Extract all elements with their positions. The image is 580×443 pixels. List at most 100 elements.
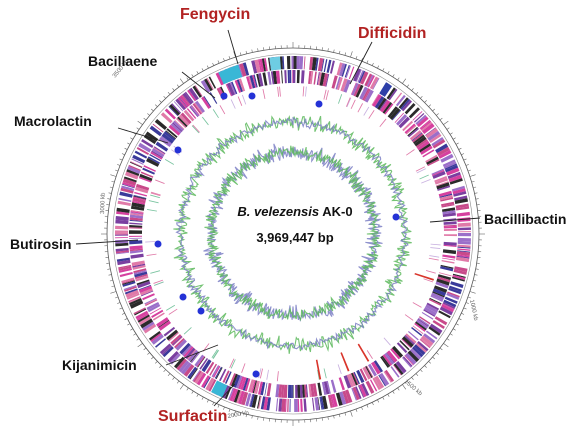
cds-feature (139, 288, 154, 296)
cds-feature (442, 257, 455, 261)
scale-tick (136, 338, 140, 341)
cds-feature (438, 149, 452, 159)
cds-feature (339, 391, 347, 405)
scale-tick (206, 399, 209, 403)
rna-feature (192, 124, 200, 133)
cds-feature (457, 246, 471, 249)
scale-tick (115, 296, 119, 299)
cds-feature (155, 141, 169, 152)
cds-feature (443, 224, 457, 227)
scale-tick (127, 142, 131, 145)
cds-feature (380, 356, 390, 368)
cds-feature (411, 132, 423, 142)
scale-tick (124, 318, 128, 321)
cds-feature (146, 301, 160, 311)
genome-title: B. velezensis AK-0 (215, 204, 375, 219)
cds-feature (378, 374, 386, 387)
cds-feature (122, 280, 135, 285)
cds-feature (249, 394, 255, 408)
cds-feature (420, 338, 432, 348)
cds-feature (323, 381, 330, 395)
cds-feature (129, 230, 143, 234)
rna-feature (164, 159, 175, 165)
cds-feature (456, 254, 470, 258)
cluster-band (379, 82, 393, 97)
cds-feature (129, 300, 144, 309)
cds-feature (122, 181, 136, 188)
rna-feature (259, 368, 263, 379)
scale-tick (428, 361, 431, 364)
cds-feature (443, 299, 457, 308)
scale-tick (159, 365, 162, 368)
cds-feature (409, 348, 421, 360)
cds-feature (115, 219, 129, 225)
cds-feature (423, 306, 437, 316)
cds-feature (149, 153, 162, 162)
rna-feature (266, 369, 269, 380)
scale-tick (179, 78, 184, 84)
scale-tick (392, 390, 395, 394)
scale-tick (137, 343, 143, 348)
cds-feature (172, 336, 183, 346)
scale-tick (110, 174, 117, 177)
cds-feature (245, 392, 252, 407)
rna-feature (150, 191, 161, 196)
cds-feature (431, 137, 444, 147)
cds-feature (204, 78, 213, 92)
cluster-markers (154, 92, 400, 378)
cds-feature (118, 268, 132, 273)
cds-feature (365, 366, 373, 379)
cds-feature (115, 247, 129, 252)
scale-tick (402, 384, 407, 390)
rna-feature (212, 350, 219, 359)
scale-tick (436, 113, 439, 116)
scale-tick (471, 180, 475, 183)
cds-feature (211, 365, 220, 378)
scale-tick (366, 60, 369, 64)
cds-feature (358, 384, 367, 398)
cds-feature (358, 70, 366, 84)
cds-feature (345, 389, 353, 403)
cds-feature (369, 379, 378, 392)
scale-tick (361, 58, 363, 62)
cds-feature (416, 116, 429, 128)
cds-feature (129, 222, 143, 225)
cds-feature (313, 71, 317, 85)
cds-feature (231, 373, 238, 387)
cds-feature (436, 146, 450, 157)
scale-tick-label: 2000 kb (227, 410, 250, 420)
cds-feature (440, 264, 454, 269)
scale-tick (201, 396, 204, 400)
cds-feature (151, 148, 165, 158)
scale-tick (465, 302, 469, 304)
scale-tick (415, 92, 419, 95)
scale-tick-label: 1500 kb (403, 379, 424, 398)
scale-tick (239, 412, 242, 416)
cds-feature (214, 366, 222, 379)
cluster-dot (154, 240, 162, 248)
cds-feature (427, 158, 440, 167)
scale-tick (117, 164, 121, 166)
cds-feature (138, 316, 152, 326)
scale-tick (432, 356, 435, 360)
cds-feature (128, 298, 142, 306)
cds-feature (441, 201, 455, 207)
cds-feature (140, 318, 154, 329)
cds-feature (343, 375, 352, 389)
cds-feature (350, 82, 357, 95)
cds-feature (422, 123, 435, 135)
scale-tick (108, 274, 112, 276)
scale-tick (206, 65, 209, 69)
cds-feature (258, 395, 262, 409)
cds-feature (129, 249, 144, 254)
cds-feature (366, 74, 374, 87)
scale-inner-circle (112, 53, 474, 415)
cds-feature (419, 339, 431, 349)
label-surfactin: Surfactin (158, 408, 228, 425)
scale-tick (463, 307, 467, 310)
cds-feature (215, 367, 223, 380)
cds-feature (408, 107, 420, 119)
cds-feature (409, 130, 422, 141)
scale-tick (371, 62, 374, 66)
scale-tick (228, 408, 231, 412)
